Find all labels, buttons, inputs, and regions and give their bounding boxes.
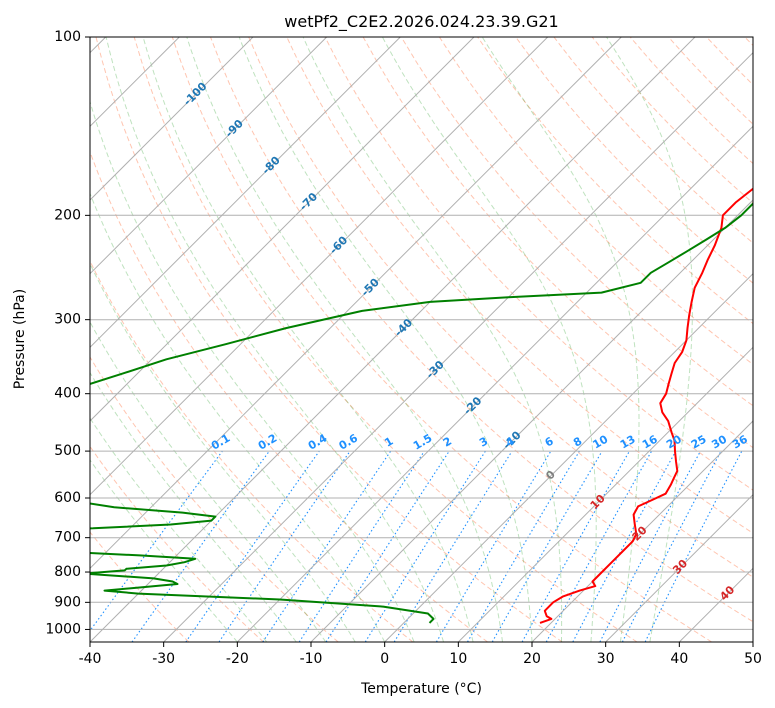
x-axis: -40 -30 -20 -10 0 10 20 30 40 50 xyxy=(79,642,762,667)
isotherm-line xyxy=(457,346,753,642)
mixing-ratio-line xyxy=(521,450,630,642)
dry-adiabat-line xyxy=(438,37,753,366)
plot-frame xyxy=(89,36,754,643)
x-tick-label: 50 xyxy=(744,651,762,667)
mixing-ratio-line xyxy=(185,450,320,642)
x-tick-label: 0 xyxy=(380,651,389,667)
x-tick-label: 30 xyxy=(597,651,615,667)
y-tick-label: 300 xyxy=(54,312,81,328)
dry-adiabat-line xyxy=(248,37,753,578)
moist-adiabat-line xyxy=(90,417,268,642)
isotherm-line xyxy=(605,493,753,642)
y-tick-label: 700 xyxy=(54,530,81,546)
dry-adiabat-line xyxy=(171,37,712,642)
y-axis: 100 200 300 400 500 600 700 800 900 1000 xyxy=(45,29,90,637)
moist-adiabat-line xyxy=(90,459,238,642)
x-tick-label: 40 xyxy=(670,651,688,667)
moist-adiabat-line xyxy=(142,37,474,642)
y-tick-label: 400 xyxy=(54,386,81,402)
moist-adiabat-line xyxy=(606,37,693,642)
mixing-ratio-line xyxy=(131,450,270,642)
mixing-ratio-line xyxy=(572,450,677,642)
chart-title: wetPf2_C2E2.2026.024.23.39.G21 xyxy=(284,12,558,32)
dry-adiabat-line xyxy=(90,356,339,642)
mixing-ratio-line xyxy=(393,450,513,642)
isotherms xyxy=(90,37,753,642)
y-tick-label: 100 xyxy=(54,29,81,45)
y-tick-label: 200 xyxy=(54,207,81,223)
y-tick-label: 800 xyxy=(54,564,81,580)
mixing-ratio-line xyxy=(644,450,743,642)
x-tick-label: -10 xyxy=(300,651,323,667)
dry-adiabat-line xyxy=(90,445,264,642)
mixing-ratio-line xyxy=(262,450,392,642)
mixing-ratio-line xyxy=(218,450,351,642)
isotherm-line xyxy=(90,37,401,349)
moist-adiabat-line xyxy=(238,37,533,642)
isotherm-line xyxy=(90,37,254,201)
moist-adiabat-line xyxy=(186,37,503,642)
moist-adiabat-line xyxy=(105,37,445,642)
isobars xyxy=(90,37,753,630)
mixing-ratio-lines xyxy=(90,450,743,642)
mixing-ratio-line xyxy=(298,450,425,642)
plot-area xyxy=(90,37,753,642)
y-tick-label: 900 xyxy=(54,594,81,610)
temperature-trace xyxy=(539,187,753,624)
moist-adiabat-line xyxy=(90,262,356,642)
y-axis-label: Pressure (hPa) xyxy=(12,289,28,389)
isotherm-line xyxy=(90,37,622,570)
isotherm-line xyxy=(163,51,753,642)
moist-adiabat-line xyxy=(302,37,563,642)
isotherm-line xyxy=(90,37,475,422)
isotherm-line xyxy=(90,37,328,275)
x-tick-label: -20 xyxy=(226,651,249,667)
x-tick-label: -30 xyxy=(152,651,175,667)
dewpoint-trace xyxy=(90,202,753,624)
y-tick-label: 600 xyxy=(54,490,81,506)
x-tick-label: -40 xyxy=(79,651,102,667)
dry-adiabat-line xyxy=(400,37,753,407)
isotherm-line xyxy=(90,37,696,642)
dry-adiabat-line xyxy=(324,37,753,491)
isotherm-line xyxy=(310,199,753,642)
y-tick-label: 500 xyxy=(54,443,81,459)
moist-adiabats xyxy=(90,37,693,642)
x-tick-label: 20 xyxy=(523,651,541,667)
x-tick-label: 10 xyxy=(449,651,467,667)
mixing-ratio-line xyxy=(325,450,450,642)
x-axis-label: Temperature (°C) xyxy=(360,681,482,697)
y-tick-label: 1000 xyxy=(45,621,81,637)
dry-adiabat-line xyxy=(90,531,190,642)
dry-adiabat-line xyxy=(133,37,638,642)
dry-adiabat-line xyxy=(515,37,753,284)
dry-adiabat-line xyxy=(90,150,488,642)
dry-adiabat-line xyxy=(95,37,563,642)
isotherm-line xyxy=(236,125,753,642)
mixing-ratio-line xyxy=(90,450,223,632)
mixing-ratio-line xyxy=(545,450,653,642)
moist-adiabat-line xyxy=(481,37,640,642)
moist-adiabat-line xyxy=(90,192,386,642)
moist-adiabat-line xyxy=(381,37,597,642)
dry-adiabat-line xyxy=(210,37,753,623)
